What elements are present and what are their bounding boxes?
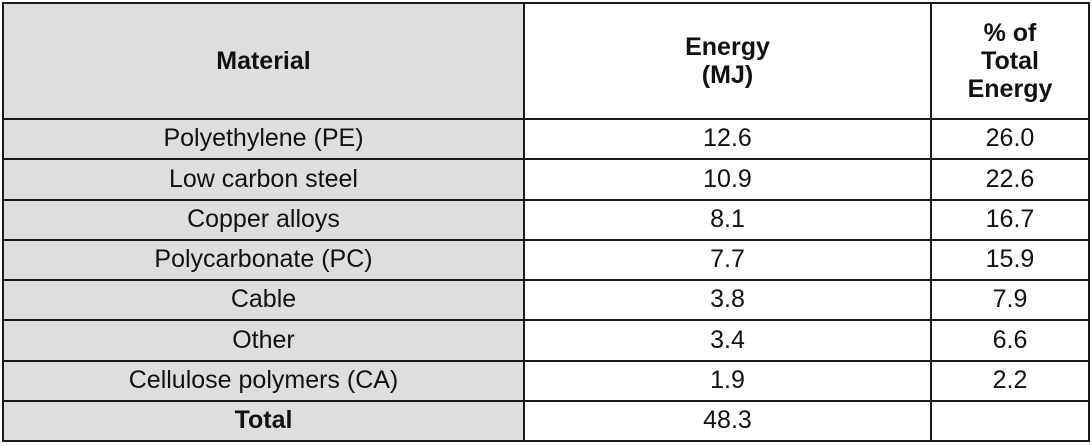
percent-header-line-3: Energy <box>967 75 1053 103</box>
material-cell: Copper alloys <box>2 198 525 241</box>
percent-cell: 6.6 <box>930 319 1090 362</box>
material-header-label: Material <box>216 47 311 75</box>
material-header: Material <box>2 2 525 120</box>
percent-cell: 22.6 <box>930 158 1090 201</box>
table-row: Other 3.4 6.6 <box>2 319 1090 362</box>
header-row: Material Energy (MJ) % of Total Energy <box>2 2 1090 120</box>
total-row: Total 48.3 <box>2 399 1090 443</box>
percent-cell: 16.7 <box>930 198 1090 241</box>
table-row: Polycarbonate (PC) 7.7 15.9 <box>2 238 1090 282</box>
material-cell: Other <box>2 319 525 362</box>
table-row: Polyethylene (PE) 12.6 26.0 <box>2 117 1090 161</box>
percent-cell: 15.9 <box>930 238 1090 282</box>
percent-header: % of Total Energy <box>930 2 1090 120</box>
energy-cell: 8.1 <box>523 198 932 241</box>
material-cell: Polycarbonate (PC) <box>2 238 525 282</box>
percent-header-line-2: Total <box>981 47 1039 75</box>
energy-cell: 3.8 <box>523 278 932 322</box>
energy-cell: 12.6 <box>523 117 932 161</box>
material-cell: Cable <box>2 278 525 322</box>
energy-header-line-2: (MJ) <box>701 61 754 89</box>
table-row: Low carbon steel 10.9 22.6 <box>2 158 1090 201</box>
material-cell: Polyethylene (PE) <box>2 117 525 161</box>
material-cell: Cellulose polymers (CA) <box>2 359 525 402</box>
total-percent-cell <box>930 399 1090 443</box>
energy-header: Energy (MJ) <box>523 2 932 120</box>
table-row: Copper alloys 8.1 16.7 <box>2 198 1090 241</box>
table-row: Cellulose polymers (CA) 1.9 2.2 <box>2 359 1090 402</box>
energy-cell: 10.9 <box>523 158 932 201</box>
percent-cell: 26.0 <box>930 117 1090 161</box>
total-label: Total <box>2 399 525 443</box>
table-row: Cable 3.8 7.9 <box>2 278 1090 322</box>
percent-cell: 2.2 <box>930 359 1090 402</box>
energy-header-line-1: Energy <box>685 33 770 61</box>
percent-cell: 7.9 <box>930 278 1090 322</box>
percent-header-line-1: % of <box>983 19 1037 47</box>
energy-cell: 7.7 <box>523 238 932 282</box>
energy-cell: 3.4 <box>523 319 932 362</box>
total-energy-cell: 48.3 <box>523 399 932 443</box>
material-cell: Low carbon steel <box>2 158 525 201</box>
energy-cell: 1.9 <box>523 359 932 402</box>
